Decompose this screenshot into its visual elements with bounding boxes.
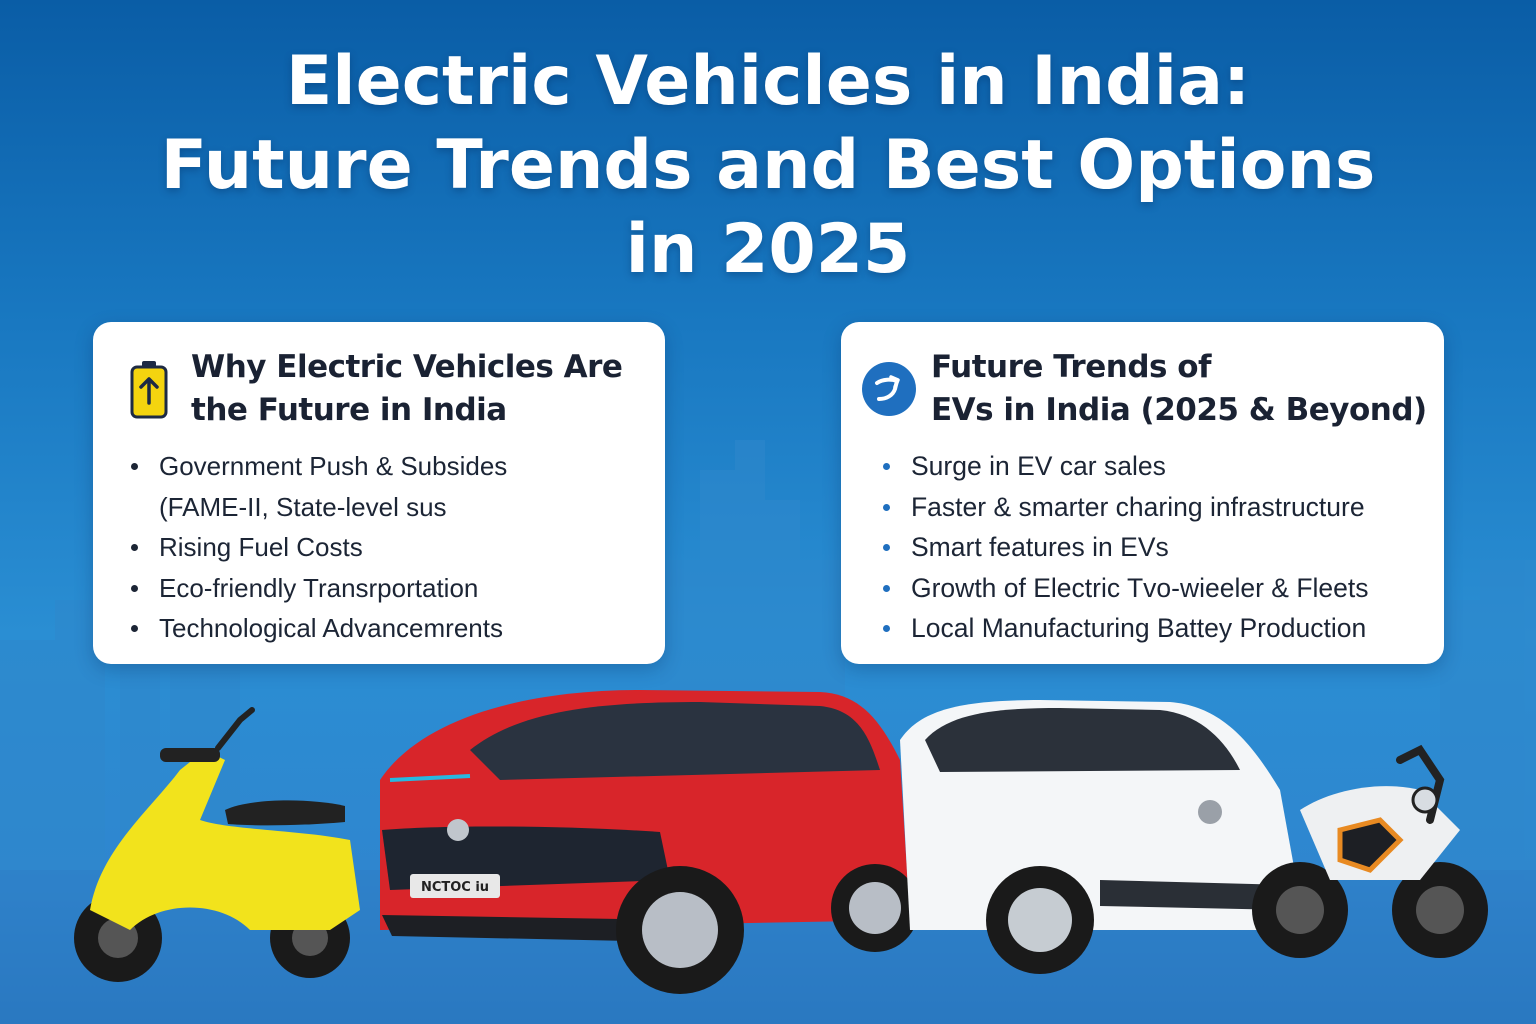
future-trends-title-line-1: Future Trends of <box>931 349 1212 385</box>
battery-icon <box>121 346 177 432</box>
why-ev-card-header: Why Electric Vehicles Are the Future in … <box>121 346 623 432</box>
list-item: Local Manufacturing Battey Production <box>881 608 1369 649</box>
list-item: Faster & smarter charing infrastructure <box>881 487 1369 528</box>
trend-icon <box>861 346 917 432</box>
page-title: Electric Vehicles in India: Future Trend… <box>0 40 1536 292</box>
yellow-scooter-image <box>74 707 360 982</box>
list-item: Rising Fuel Costs <box>129 527 507 568</box>
future-trends-card: Future Trends of EVs in India (2025 & Be… <box>841 322 1444 664</box>
why-ev-card: Why Electric Vehicles Are the Future in … <box>93 322 665 664</box>
future-trends-title-line-2: EVs in India (2025 & Beyond) <box>931 392 1427 428</box>
future-trends-list: Surge in EV car sales Faster & smarter c… <box>881 446 1369 649</box>
list-item: Growth of Electric Tvo-wieeler & Fleets <box>881 568 1369 609</box>
suv-number-plate: NCTOC iu <box>421 880 489 895</box>
white-motorcycle-image <box>1252 744 1488 958</box>
vehicles-illustration: NCTOC iu <box>74 690 1488 994</box>
why-ev-list: Government Push & Subsides (FAME-II, Sta… <box>129 446 507 649</box>
red-suv-image: NCTOC iu <box>380 690 919 994</box>
list-item: Technological Advancemrents <box>129 608 507 649</box>
title-line-1: Electric Vehicles in India: <box>285 42 1251 121</box>
list-item: Eco-friendly Transrportation <box>129 568 507 609</box>
why-ev-title-line-2: the Future in India <box>191 392 507 428</box>
list-item: (FAME-II, State-level sus <box>159 491 447 522</box>
title-line-3: in 2025 <box>625 210 911 289</box>
list-item: Smart features in EVs <box>881 527 1369 568</box>
why-ev-title-line-1: Why Electric Vehicles Are <box>191 349 623 385</box>
list-item: Surge in EV car sales <box>881 446 1369 487</box>
white-suv-image <box>900 700 1300 974</box>
title-line-2: Future Trends and Best Options <box>160 126 1376 205</box>
list-item: Government Push & Subsides <box>129 446 507 487</box>
future-trends-card-header: Future Trends of EVs in India (2025 & Be… <box>861 346 1427 432</box>
why-ev-card-title: Why Electric Vehicles Are the Future in … <box>191 346 623 432</box>
future-trends-card-title: Future Trends of EVs in India (2025 & Be… <box>931 346 1427 432</box>
